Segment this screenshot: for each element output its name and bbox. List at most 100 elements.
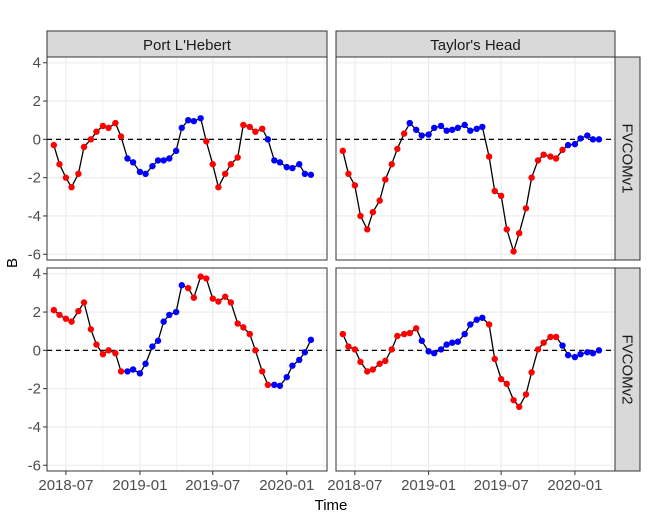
y-tick-label: 4 bbox=[33, 266, 41, 283]
data-point bbox=[559, 146, 566, 154]
data-point bbox=[172, 308, 180, 316]
panel-2-2 bbox=[335, 267, 616, 472]
data-point bbox=[283, 163, 290, 171]
y-tick-label: -2 bbox=[28, 381, 41, 398]
data-point bbox=[364, 226, 371, 233]
x-tick-label: 2018-07 bbox=[327, 477, 382, 494]
y-tick-label: 0 bbox=[33, 342, 41, 359]
data-point bbox=[400, 330, 408, 338]
facet-label-column: Port L'Hebert bbox=[143, 37, 232, 54]
data-point bbox=[185, 284, 192, 292]
data-point bbox=[559, 342, 566, 349]
data-point bbox=[400, 130, 408, 137]
data-point bbox=[431, 124, 438, 132]
data-point bbox=[528, 174, 535, 181]
y-tick-label: -4 bbox=[28, 419, 41, 436]
data-point bbox=[301, 170, 309, 178]
data-point bbox=[87, 136, 95, 143]
data-point bbox=[491, 187, 498, 195]
data-point bbox=[382, 176, 389, 183]
panel-background bbox=[47, 57, 327, 260]
data-point bbox=[197, 115, 204, 122]
data-point bbox=[124, 368, 131, 375]
data-point bbox=[564, 141, 572, 149]
data-point bbox=[454, 124, 462, 132]
data-point bbox=[577, 135, 584, 142]
data-point bbox=[68, 318, 75, 325]
data-point bbox=[209, 295, 216, 302]
data-point bbox=[75, 307, 82, 315]
data-point bbox=[50, 141, 58, 149]
data-point bbox=[234, 320, 241, 327]
panel-border bbox=[46, 267, 328, 472]
data-point bbox=[528, 369, 535, 376]
y-tick-label: -4 bbox=[28, 208, 41, 225]
data-point bbox=[339, 330, 347, 338]
data-point bbox=[589, 350, 597, 357]
data-point bbox=[345, 343, 352, 350]
data-point bbox=[264, 381, 272, 389]
y-axis-title: B bbox=[4, 258, 21, 268]
data-point bbox=[56, 161, 63, 168]
panel-background bbox=[336, 57, 615, 260]
x-tick-label: 2018-07 bbox=[38, 477, 93, 494]
data-point bbox=[203, 275, 210, 282]
data-point bbox=[136, 168, 144, 176]
data-point bbox=[552, 155, 560, 162]
facet-label-column: Taylor's Head bbox=[430, 37, 520, 54]
axes-layer: 4 2 0 -2 -4 -6 4 2 0 -2 -4 -6 2018-07 2019-01 2019-07 2… bbox=[28, 55, 603, 494]
data-point bbox=[117, 368, 125, 375]
data-point bbox=[437, 346, 445, 353]
y-tick-label: -6 bbox=[28, 246, 41, 263]
data-point bbox=[382, 357, 389, 365]
data-point bbox=[394, 332, 401, 340]
data-point bbox=[190, 294, 198, 301]
facet-label-row: FVCOMv2 bbox=[619, 334, 636, 404]
data-point bbox=[62, 174, 70, 181]
data-point bbox=[160, 318, 167, 325]
panels-layer bbox=[46, 56, 616, 472]
data-point bbox=[473, 316, 480, 323]
data-point bbox=[215, 298, 222, 305]
data-point bbox=[215, 184, 222, 191]
data-point bbox=[497, 192, 505, 200]
data-point bbox=[461, 330, 468, 338]
data-point bbox=[68, 184, 75, 191]
y-tick-label: 0 bbox=[33, 131, 41, 148]
data-point bbox=[80, 143, 88, 151]
y-tick-label: 2 bbox=[33, 304, 41, 321]
data-point bbox=[339, 147, 347, 155]
data-point bbox=[149, 343, 156, 350]
data-point bbox=[540, 151, 547, 158]
panel-background bbox=[47, 268, 327, 471]
data-point bbox=[185, 116, 192, 124]
data-point bbox=[112, 350, 119, 357]
data-point bbox=[589, 136, 597, 143]
data-point bbox=[222, 293, 229, 300]
data-point bbox=[289, 164, 296, 172]
x-axis-title: Time bbox=[315, 497, 348, 514]
data-point bbox=[301, 349, 309, 356]
data-point bbox=[105, 124, 112, 132]
data-point bbox=[178, 282, 185, 289]
data-point bbox=[540, 339, 547, 346]
data-point bbox=[197, 273, 204, 280]
data-point bbox=[166, 155, 173, 162]
data-point bbox=[351, 182, 359, 189]
data-point bbox=[345, 170, 352, 178]
data-point bbox=[425, 348, 432, 355]
data-point bbox=[418, 337, 425, 344]
y-tick-label: 4 bbox=[33, 55, 41, 72]
data-point bbox=[246, 330, 253, 338]
data-point bbox=[276, 159, 284, 166]
data-point bbox=[388, 346, 395, 353]
data-point bbox=[431, 350, 438, 357]
data-point bbox=[467, 321, 474, 328]
data-point bbox=[491, 355, 498, 363]
panel-2-1 bbox=[46, 267, 328, 472]
data-point bbox=[56, 311, 63, 319]
data-point bbox=[93, 341, 100, 348]
data-point bbox=[264, 136, 272, 143]
data-point bbox=[595, 136, 603, 143]
